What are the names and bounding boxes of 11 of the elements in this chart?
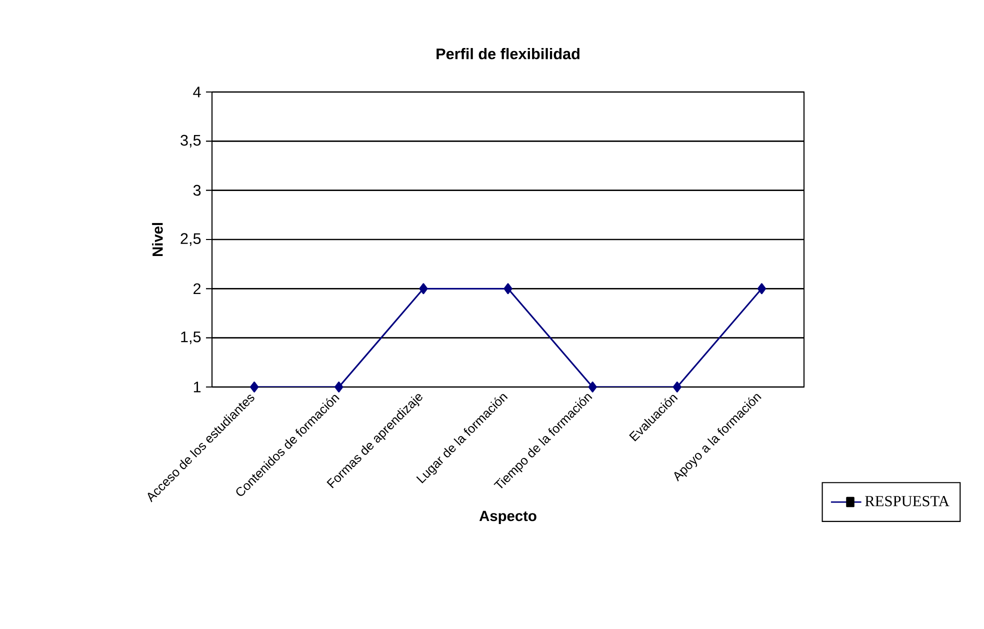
y-tick-label: 3 <box>193 184 201 196</box>
y-tick-label: 4 <box>193 86 201 98</box>
x-axis-title: Aspecto <box>479 510 536 524</box>
y-tick-label: 1 <box>194 382 201 392</box>
legend-label: RESPUESTA <box>865 496 950 506</box>
y-tick-label: 2,5 <box>180 233 201 246</box>
y-tick-label: 3,5 <box>180 134 201 148</box>
y-tick-label: 2 <box>194 283 201 294</box>
chart-title: Perfil de flexibilidad <box>436 48 580 60</box>
y-tick-label: 1,5 <box>181 332 201 344</box>
y-axis-title: Nivel <box>152 223 163 256</box>
